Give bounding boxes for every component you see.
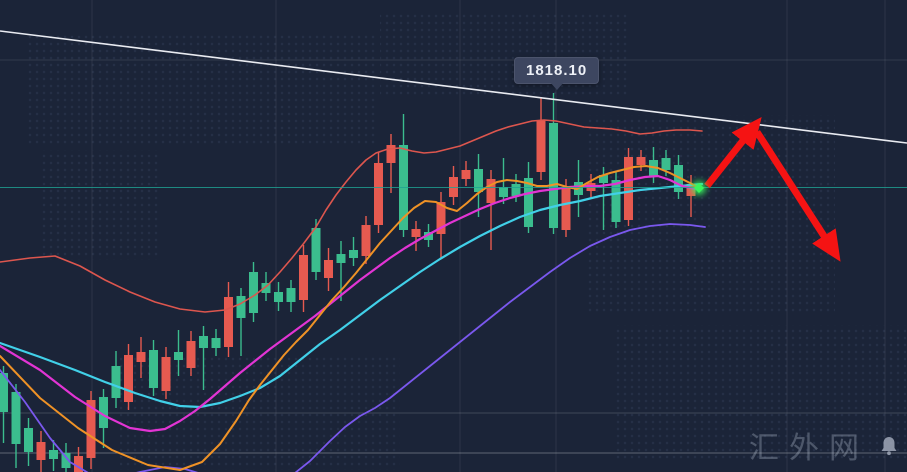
candle <box>686 175 696 217</box>
candle <box>24 418 33 466</box>
candle <box>249 262 258 322</box>
candle <box>461 161 471 186</box>
map-dots-decor <box>380 12 630 97</box>
map-dots-decor <box>25 35 375 145</box>
map-dots-decor <box>585 115 835 315</box>
watermark-text: 汇外网 <box>749 432 869 465</box>
candle <box>599 167 608 230</box>
candle <box>36 431 46 472</box>
candle <box>536 97 546 180</box>
candle <box>236 288 246 356</box>
candle <box>411 221 421 251</box>
candle <box>49 440 58 471</box>
annotation-arrow <box>704 117 762 189</box>
candle <box>611 172 621 228</box>
annotation-arrow <box>754 130 841 262</box>
candle <box>374 152 383 233</box>
candle <box>224 282 233 357</box>
ma-magenta-line <box>0 174 697 433</box>
watermark: 汇外网 <box>749 434 869 464</box>
candle <box>136 337 146 378</box>
candle <box>274 282 283 311</box>
candle <box>86 391 96 469</box>
lower-band-line <box>0 223 706 472</box>
candle <box>324 248 333 291</box>
candle <box>149 340 158 396</box>
candle <box>11 384 21 468</box>
candle <box>111 351 121 408</box>
bell-icon <box>881 437 897 456</box>
candle <box>299 245 308 312</box>
candle <box>186 331 196 376</box>
candle <box>174 330 183 376</box>
candle <box>486 170 496 250</box>
candle <box>361 216 371 264</box>
map-dots-decor <box>40 150 160 260</box>
candle <box>311 219 321 280</box>
candle <box>561 179 571 237</box>
price-tooltip: 1818.10 <box>514 57 600 90</box>
candle <box>99 389 108 448</box>
candle <box>636 150 646 171</box>
candle <box>0 366 8 443</box>
candle <box>161 347 171 399</box>
signal-marker <box>692 181 706 195</box>
candle <box>211 329 221 356</box>
candle <box>74 447 83 472</box>
price-tooltip-value: 1818.10 <box>526 62 588 79</box>
candle <box>474 154 483 217</box>
candle <box>286 280 296 312</box>
candle <box>61 443 71 472</box>
candle <box>436 192 446 258</box>
ma-cyan-line <box>0 182 704 409</box>
candle <box>386 134 396 193</box>
candle <box>199 326 208 390</box>
candle <box>349 237 358 266</box>
map-dots-decor <box>615 325 907 460</box>
candle <box>524 162 533 233</box>
candle <box>549 93 558 234</box>
upper-band-line <box>0 119 703 313</box>
ma-orange-line <box>0 165 697 471</box>
candle <box>124 344 133 410</box>
